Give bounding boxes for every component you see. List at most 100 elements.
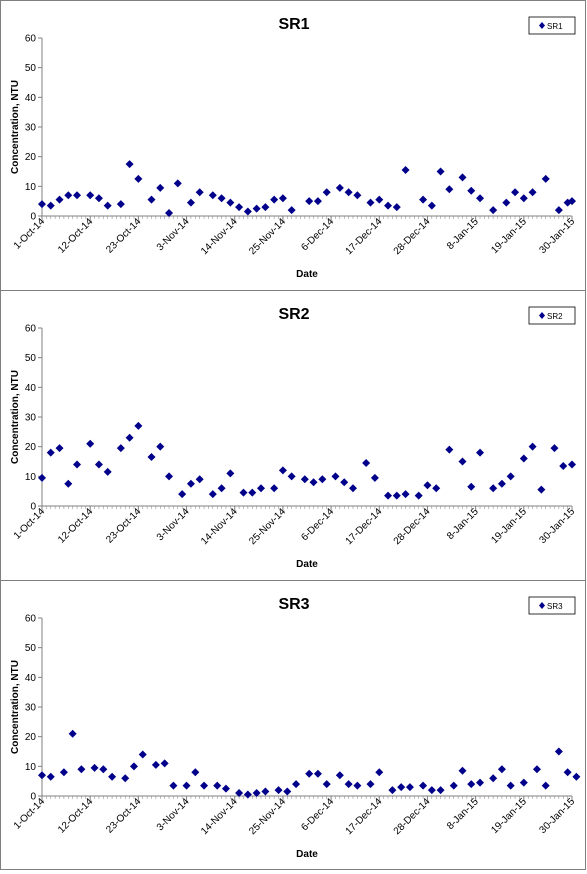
data-point — [169, 781, 178, 790]
data-point — [353, 191, 362, 200]
data-point — [366, 780, 375, 789]
chart-panel-sr2: SR2 0 10 20 30 40 50 60 1-Oct-14 12-Oct-14 23-Oct-… — [0, 290, 586, 581]
y-tick-label: 60 — [25, 324, 37, 335]
data-point — [147, 195, 156, 204]
x-axis-label: Date — [296, 849, 318, 860]
data-point — [572, 772, 581, 781]
x-tick-label: 30-Jan-15 — [538, 506, 578, 546]
data-point — [186, 479, 195, 488]
data-point — [226, 198, 235, 207]
x-tick-label: 6-Dec-14 — [299, 506, 336, 543]
data-point — [77, 765, 86, 774]
x-tick-label: 6-Dec-14 — [299, 216, 336, 253]
data-point — [554, 747, 563, 756]
data-point — [278, 466, 287, 475]
data-point — [331, 472, 340, 481]
data-point — [243, 790, 252, 799]
data-point — [46, 448, 55, 457]
data-point — [94, 460, 103, 469]
series-SR1 — [38, 160, 576, 218]
data-point — [506, 781, 515, 790]
data-point — [362, 458, 371, 467]
data-point — [292, 780, 301, 789]
data-point — [134, 421, 143, 430]
data-point — [554, 206, 563, 215]
chart-panel-sr3: SR3 0 10 20 30 40 50 60 1-Oct-14 12-Oct-14 23-Oct-… — [0, 580, 586, 870]
data-point — [46, 772, 55, 781]
data-point — [414, 491, 423, 500]
data-point — [348, 484, 357, 493]
data-point — [134, 174, 143, 183]
x-tick-label: 3-Nov-14 — [155, 506, 192, 543]
x-tick-label: 23-Oct-14 — [104, 216, 144, 256]
legend: SR3 — [528, 596, 576, 615]
data-point — [392, 203, 401, 212]
data-point — [449, 781, 458, 790]
y-tick-label: 40 — [25, 383, 37, 394]
y-tick-label: 10 — [25, 472, 37, 483]
y-tick-label: 40 — [25, 673, 37, 684]
data-point — [353, 781, 362, 790]
x-tick-label: 12-Oct-14 — [56, 506, 96, 546]
data-point — [217, 484, 226, 493]
data-point — [186, 198, 195, 207]
y-tick-label: 30 — [25, 123, 37, 134]
y-tick-label: 30 — [25, 413, 37, 424]
data-point — [261, 203, 270, 212]
data-point — [217, 194, 226, 203]
data-point — [322, 780, 331, 789]
data-point — [59, 768, 68, 777]
y-tick-label: 10 — [25, 762, 37, 773]
data-point — [165, 472, 174, 481]
x-tick-label: 23-Oct-14 — [104, 796, 144, 836]
data-point — [165, 209, 174, 218]
y-tick-label: 50 — [25, 643, 37, 654]
data-point — [278, 194, 287, 203]
chart-title: SR2 — [278, 306, 309, 323]
data-point — [274, 786, 283, 795]
data-point — [506, 472, 515, 481]
legend-marker — [539, 312, 545, 319]
x-tick-label: 12-Oct-14 — [56, 216, 96, 256]
data-point — [99, 765, 108, 774]
series-SR3 — [38, 729, 581, 799]
y-tick-label: 0 — [30, 212, 36, 223]
data-point — [248, 488, 257, 497]
x-tick-label: 28-Dec-14 — [392, 506, 433, 547]
data-point — [160, 759, 169, 768]
x-tick-label: 30-Jan-15 — [538, 216, 578, 256]
data-point — [528, 188, 537, 197]
data-point — [344, 188, 353, 197]
data-point — [519, 194, 528, 203]
data-point — [64, 479, 73, 488]
data-point — [335, 771, 344, 780]
legend-label: SR3 — [547, 602, 563, 611]
data-point — [257, 484, 266, 493]
x-tick-label: 17-Dec-14 — [344, 506, 385, 547]
chart-title: SR1 — [278, 16, 309, 33]
data-point — [497, 479, 506, 488]
data-point — [467, 186, 476, 195]
x-tick-label: 23-Oct-14 — [104, 506, 144, 546]
x-axis-label: Date — [296, 269, 318, 280]
data-point — [125, 433, 134, 442]
data-point — [147, 453, 156, 462]
data-point — [116, 200, 125, 209]
data-point — [309, 478, 318, 487]
data-point — [226, 469, 235, 478]
x-tick-label: 30-Jan-15 — [538, 796, 578, 836]
x-tick-label: 25-Nov-14 — [247, 796, 288, 837]
x-tick-label: 19-Jan-15 — [489, 506, 529, 546]
data-point — [73, 460, 82, 469]
data-point — [156, 183, 165, 192]
data-point — [64, 191, 73, 200]
data-point — [528, 442, 537, 451]
data-point — [208, 191, 217, 200]
data-point — [405, 783, 414, 792]
legend: SR1 — [528, 16, 576, 35]
data-point — [195, 475, 204, 484]
data-point — [213, 781, 222, 790]
data-point — [497, 765, 506, 774]
data-point — [458, 173, 467, 182]
